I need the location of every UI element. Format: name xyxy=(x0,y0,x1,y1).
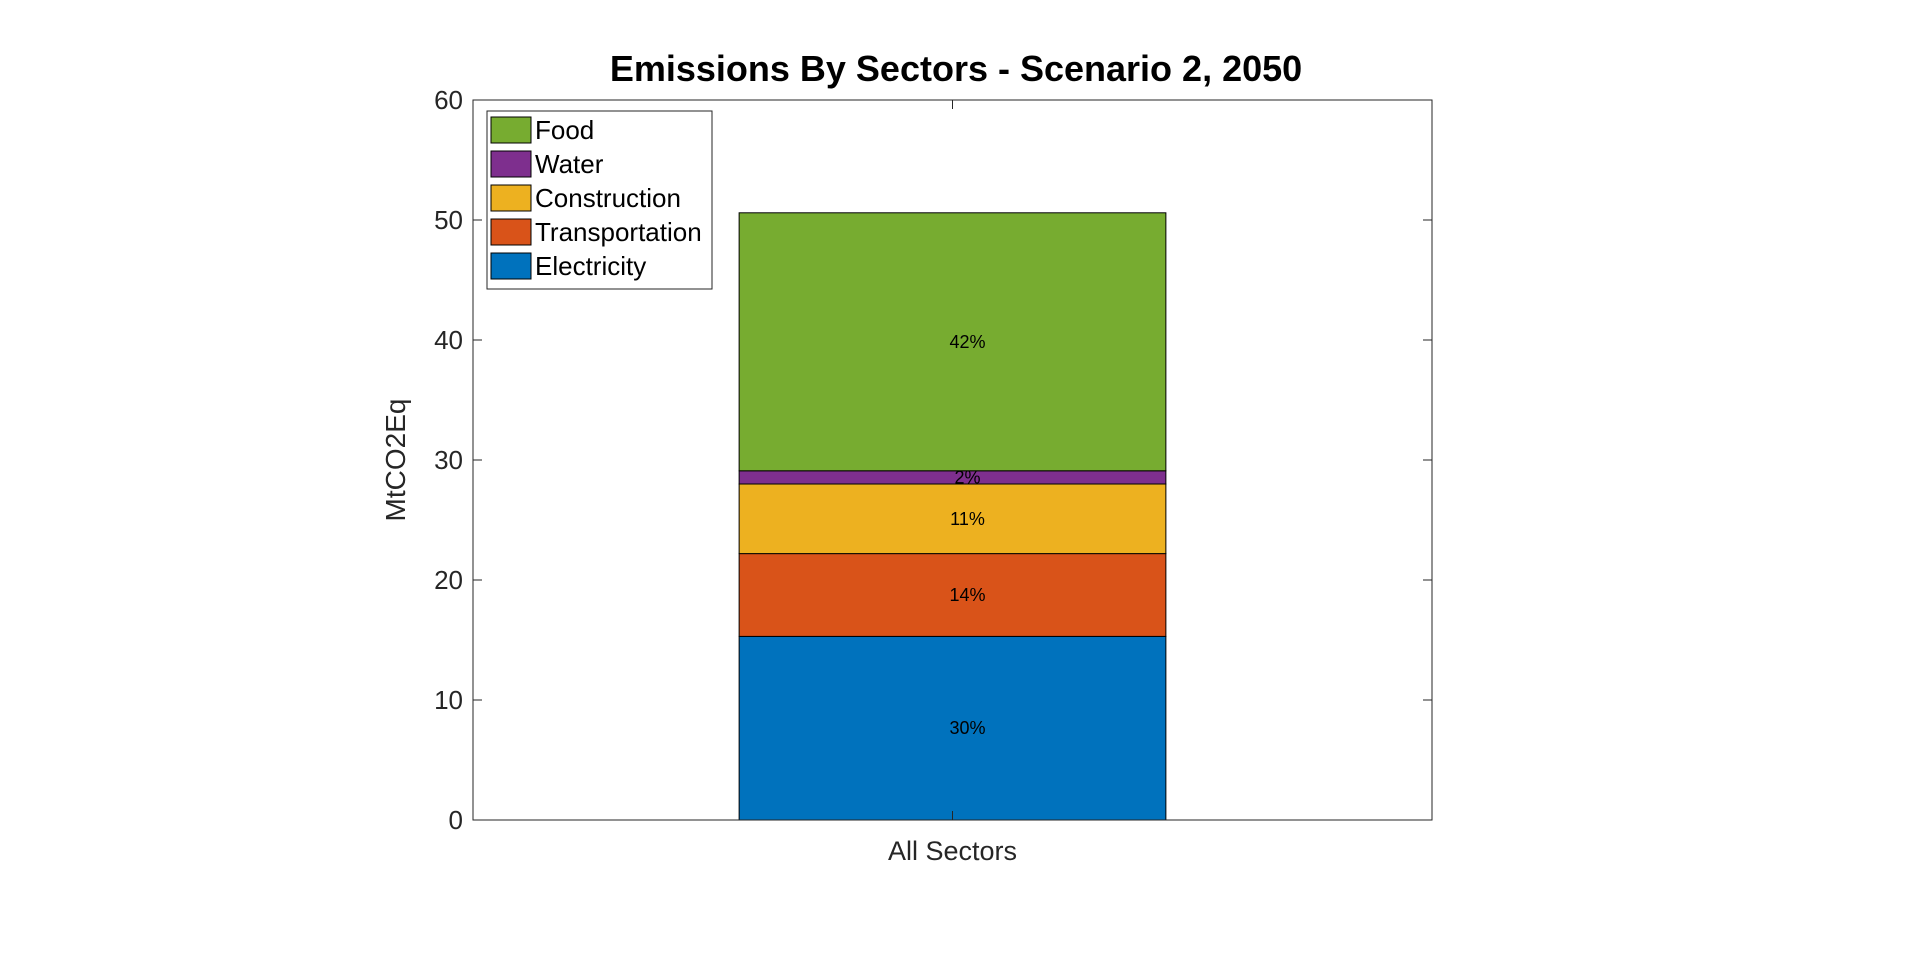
y-tick-label: 20 xyxy=(434,565,463,595)
y-tick-label: 60 xyxy=(434,85,463,115)
axes-layer: 0 10 20 30 40 50 60 All Sectors xyxy=(434,85,1433,866)
legend-entry-construction: Construction xyxy=(535,183,681,213)
data-label-construction: 11% xyxy=(950,509,985,529)
legend-entry-transportation: Transportation xyxy=(535,217,702,247)
legend-entry-electricity: Electricity xyxy=(535,251,646,281)
legend-swatch-water xyxy=(490,150,532,178)
y-axis-label: MtCO2Eq xyxy=(380,399,411,522)
legend-swatch-food xyxy=(490,116,532,144)
data-label-water: 2% xyxy=(954,467,980,487)
y-tick-label: 10 xyxy=(434,685,463,715)
legend-swatch-transportation xyxy=(490,218,532,246)
bar-segment-transportation xyxy=(738,553,1167,637)
data-label-transportation: 14% xyxy=(949,585,985,605)
y-tick-label: 40 xyxy=(434,325,463,355)
legend: Food Water Construction Transportation Elect… xyxy=(486,110,713,290)
bar-segment-food xyxy=(738,212,1167,472)
bars-layer: 30% 14% 11% 2% 42% xyxy=(738,212,1167,821)
y-tick-label: 30 xyxy=(434,445,463,475)
x-tick-label: All Sectors xyxy=(888,836,1017,866)
legend-swatch-construction xyxy=(490,184,532,212)
y-tick-label: 0 xyxy=(449,805,463,835)
data-label-electricity: 30% xyxy=(949,718,985,738)
bar-segment-water xyxy=(738,470,1167,485)
legend-swatch-electricity xyxy=(490,252,532,280)
data-label-food: 42% xyxy=(949,332,985,352)
chart-title: Emissions By Sectors - Scenario 2, 2050 xyxy=(610,48,1302,89)
y-tick-label: 50 xyxy=(434,205,463,235)
legend-entry-food: Food xyxy=(535,115,594,145)
legend-entry-water: Water xyxy=(535,149,604,179)
bar-segment-electricity xyxy=(738,635,1167,821)
